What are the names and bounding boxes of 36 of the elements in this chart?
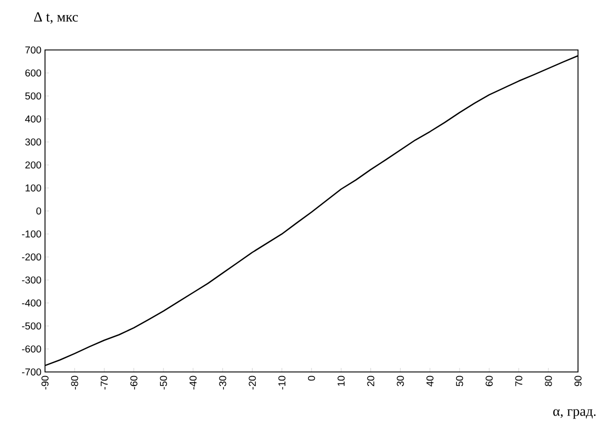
x-tick-label: -80 bbox=[71, 376, 78, 390]
y-tick-label: -300 bbox=[22, 276, 42, 284]
x-tick-label: 70 bbox=[515, 376, 522, 386]
x-tick-label: 80 bbox=[544, 376, 552, 386]
x-tick-label: -90 bbox=[41, 376, 49, 390]
x-tick-label: -30 bbox=[219, 376, 226, 390]
x-tick-label: 50 bbox=[456, 376, 464, 386]
x-tick-label: -60 bbox=[130, 376, 138, 390]
x-tick-label: 30 bbox=[396, 376, 404, 386]
x-tick-label: -10 bbox=[278, 376, 286, 390]
x-axis-title: α, град. bbox=[553, 409, 596, 419]
y-tick-label: 400 bbox=[25, 115, 42, 123]
y-tick-label: 500 bbox=[25, 92, 42, 100]
x-tick-label: -50 bbox=[160, 376, 167, 390]
x-tick-label: 0 bbox=[308, 376, 316, 381]
y-axis-title: Δ t, мкс bbox=[34, 12, 78, 24]
y-tick-label: -500 bbox=[22, 322, 42, 330]
y-tick-label: 600 bbox=[25, 69, 42, 77]
x-tick-label: 10 bbox=[338, 376, 345, 386]
x-tick-label: 20 bbox=[367, 376, 374, 386]
x-tick-label: 40 bbox=[426, 376, 434, 386]
y-tick-label: 700 bbox=[25, 46, 42, 54]
y-tick-label: 300 bbox=[25, 138, 42, 146]
x-tick-label: 90 bbox=[574, 376, 582, 386]
x-tick-label: 60 bbox=[486, 376, 493, 386]
y-tick-label: 200 bbox=[25, 161, 42, 169]
x-tick-label: -20 bbox=[248, 376, 256, 390]
y-tick-label: -200 bbox=[22, 253, 42, 261]
y-tick-label: 0 bbox=[36, 207, 42, 215]
x-tick-label: -70 bbox=[100, 376, 108, 390]
y-tick-label: -400 bbox=[22, 299, 42, 307]
y-tick-label: -100 bbox=[22, 230, 42, 238]
x-tick-label: -40 bbox=[190, 376, 197, 390]
y-tick-label: 100 bbox=[26, 184, 42, 192]
y-tick-label: -600 bbox=[22, 345, 42, 353]
y-tick-label: -700 bbox=[22, 368, 42, 376]
